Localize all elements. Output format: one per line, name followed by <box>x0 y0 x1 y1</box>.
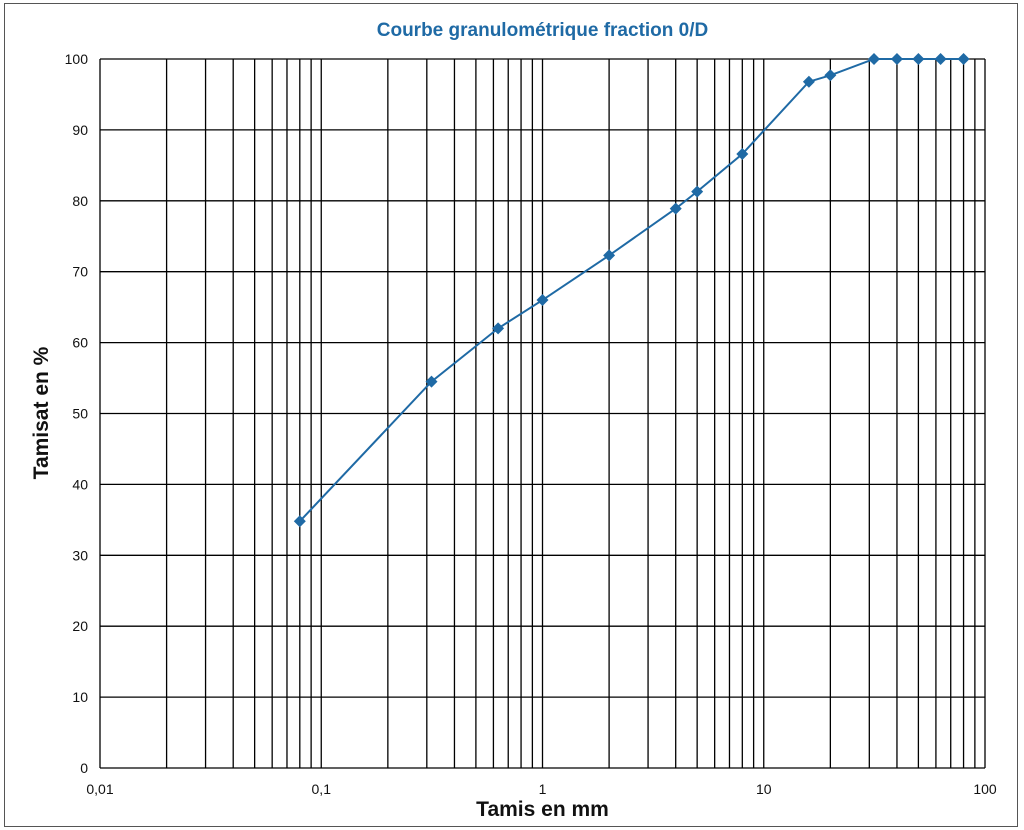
data-point <box>890 53 903 65</box>
y-tick-labels: 0 10 20 30 40 50 60 70 80 90 100 <box>65 51 89 776</box>
data-point <box>669 202 682 215</box>
y-axis-label: Tamisat en % <box>30 346 53 480</box>
data-point <box>802 75 815 88</box>
data-point <box>736 148 749 161</box>
data-point <box>293 515 306 528</box>
data-point <box>868 53 881 65</box>
series-group <box>293 53 970 528</box>
data-point <box>957 53 970 65</box>
x-tick-label: 100 <box>973 781 997 797</box>
x-axis-label: Tamis en mm <box>476 798 609 821</box>
x-tick-label: 1 <box>539 781 547 797</box>
x-tick-label: 0,01 <box>86 781 113 797</box>
y-tick-label: 40 <box>72 476 88 492</box>
data-point <box>824 69 837 82</box>
y-tick-label: 70 <box>72 264 88 280</box>
y-tick-label: 100 <box>65 51 89 67</box>
x-tick-labels: 0,01 0,1 1 10 100 <box>86 781 997 797</box>
series-line <box>299 58 964 522</box>
y-tick-label: 30 <box>72 547 88 563</box>
data-point <box>425 375 438 388</box>
y-tick-label: 20 <box>72 618 88 634</box>
data-point <box>492 322 505 335</box>
chart-title: Courbe granulométrique fraction 0/D <box>376 20 709 41</box>
data-point <box>934 53 947 65</box>
y-tick-label: 60 <box>72 335 88 351</box>
y-tick-label: 80 <box>72 193 88 209</box>
y-tick-label: 50 <box>72 406 88 422</box>
x-tick-label: 10 <box>756 781 772 797</box>
y-tick-label: 0 <box>80 760 88 776</box>
data-point <box>691 185 704 198</box>
chart-frame <box>4 3 1018 827</box>
x-tick-label: 0,1 <box>312 781 332 797</box>
data-point <box>603 249 616 262</box>
y-tick-label: 10 <box>72 689 88 705</box>
y-tick-label: 90 <box>72 122 88 138</box>
grid-lines <box>99 58 986 769</box>
data-point <box>536 294 549 307</box>
data-point <box>912 53 925 65</box>
